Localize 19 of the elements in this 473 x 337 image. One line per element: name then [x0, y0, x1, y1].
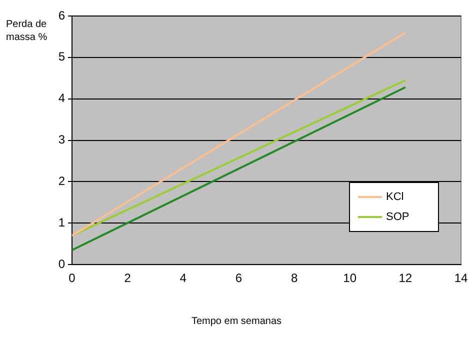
- x-tick-label: 6: [235, 271, 242, 286]
- x-tick-label: 0: [68, 271, 76, 286]
- y-tick-label: 4: [58, 91, 66, 106]
- legend-label: KCl: [386, 191, 404, 203]
- y-axis-title: Perda de massa %: [6, 18, 48, 44]
- y-tick-label: 0: [58, 256, 66, 271]
- legend-label: SOP: [386, 211, 410, 223]
- y-tick-label: 6: [58, 8, 66, 22]
- x-tick-label: 12: [398, 271, 412, 286]
- y-tick-label: 2: [58, 174, 66, 188]
- y-tick-label: 5: [58, 50, 66, 64]
- y-tick-label: 1: [58, 215, 66, 230]
- x-tick-label: 8: [290, 271, 298, 286]
- x-tick-label: 10: [343, 271, 357, 286]
- x-tick-label: 14: [454, 271, 468, 286]
- x-tick-label: 4: [180, 271, 187, 286]
- x-axis-title: Tempo em semanas: [190, 316, 283, 327]
- y-tick-label: 3: [58, 132, 66, 147]
- x-tick-label: 2: [124, 271, 132, 286]
